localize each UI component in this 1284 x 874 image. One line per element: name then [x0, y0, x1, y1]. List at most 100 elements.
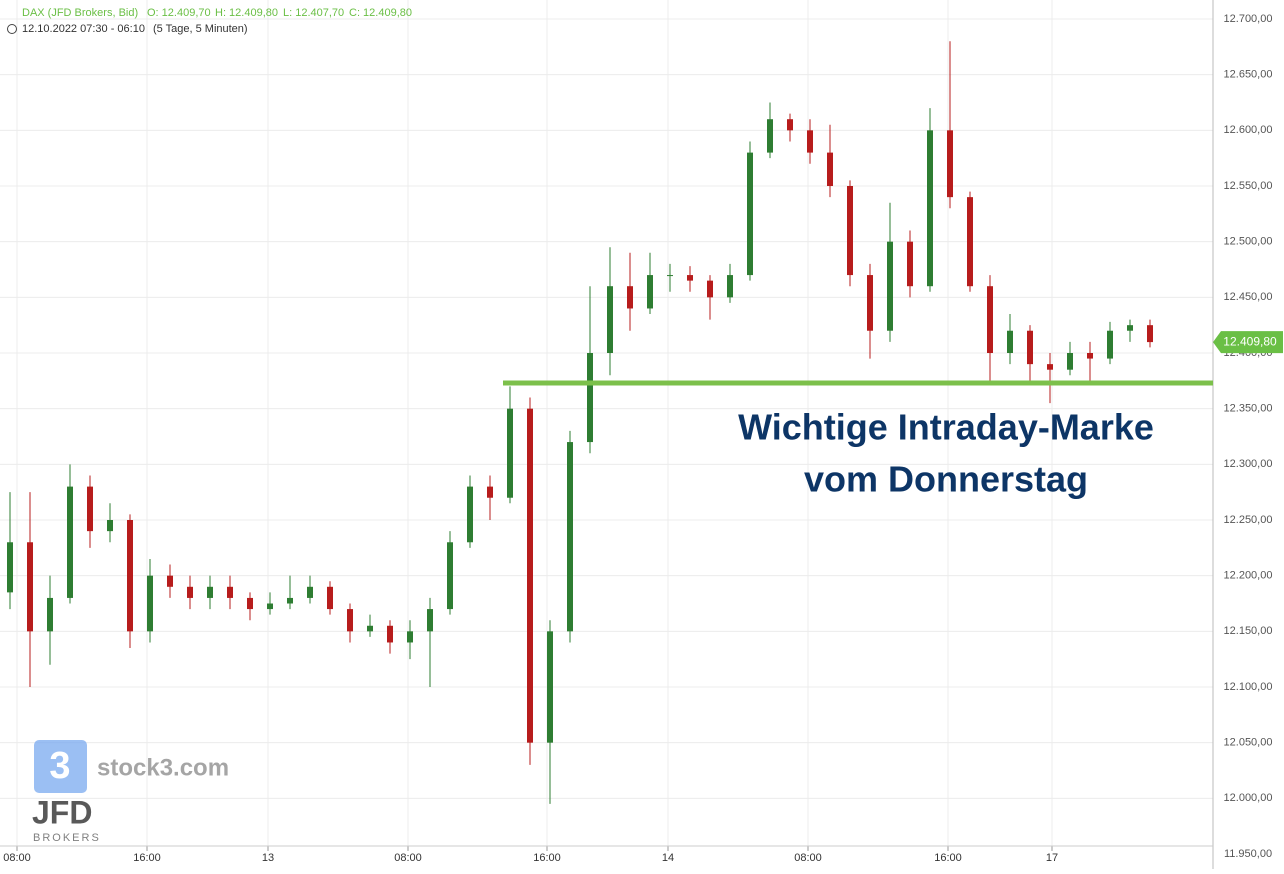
candle-body [1087, 353, 1093, 359]
x-tick-label: 16:00 [934, 852, 962, 864]
x-tick-label: 08:00 [394, 852, 422, 864]
candle-body [687, 275, 693, 281]
candle-body [927, 130, 933, 287]
candle-body [307, 586, 313, 598]
candle-body [167, 575, 173, 587]
last-price-label: 12.409,80 [1223, 334, 1277, 348]
candle-body [727, 275, 733, 298]
candle-body [67, 486, 73, 598]
y-tick-label: 12.200,00 [1224, 570, 1273, 582]
ohlc-high: H: 12.409,80 [215, 7, 278, 19]
x-tick-label: 16:00 [133, 852, 161, 864]
candle-body [487, 486, 493, 498]
candle-body [467, 486, 473, 543]
candle-body [607, 286, 613, 353]
candle-body [1027, 330, 1033, 365]
candle-body [807, 130, 813, 153]
candle-body [707, 280, 713, 298]
logo-glyph: 3 [49, 745, 70, 787]
candle-body [787, 119, 793, 131]
watermark-text: JFD [32, 794, 92, 830]
candle-body [327, 586, 333, 610]
x-tick-label: 17 [1046, 852, 1058, 864]
candle-body [407, 631, 413, 643]
x-tick-label: 16:00 [533, 852, 561, 864]
watermark-text: BROKERS [33, 832, 101, 844]
chart-title: DAX (JFD Brokers, Bid) [22, 7, 138, 19]
y-tick-label: 12.150,00 [1224, 625, 1273, 637]
stock3-logo [34, 740, 87, 793]
y-tick-label: 12.450,00 [1224, 291, 1273, 303]
candle-body [87, 486, 93, 532]
watermark-text: stock3.com [97, 754, 229, 781]
y-tick-label: 11.950,00 [1224, 848, 1272, 860]
candle-body [1107, 330, 1113, 359]
candle-body [947, 130, 953, 198]
candle-body [247, 597, 253, 610]
candle-body [507, 408, 513, 498]
annotation: vom Donnerstag [804, 459, 1088, 500]
candle-body [227, 586, 233, 598]
subtitle: 12.10.2022 07:30 - 06:10 [22, 23, 145, 35]
candle-body [267, 603, 273, 610]
candle-body [147, 575, 153, 632]
ohlc-close: C: 12.409,80 [349, 7, 412, 19]
candle-body [647, 275, 653, 309]
candle-body [47, 597, 53, 632]
period: (5 Tage, 5 Minuten) [153, 23, 248, 35]
candle-body [387, 625, 393, 643]
y-tick-label: 12.550,00 [1224, 180, 1273, 192]
header: DAX (JFD Brokers, Bid) O: 12.409,70 H: 1… [7, 7, 412, 35]
y-tick-label: 12.650,00 [1224, 69, 1273, 81]
candle-body [207, 586, 213, 598]
last-price-tag [1213, 331, 1283, 354]
candle-body [587, 353, 593, 443]
candle-body [127, 520, 133, 632]
y-tick-label: 12.250,00 [1224, 514, 1273, 526]
candle-body [867, 275, 873, 331]
candle-body [967, 197, 973, 287]
x-tick-label: 08:00 [794, 852, 822, 864]
candle-body [907, 241, 913, 287]
plot [0, 0, 1213, 846]
watermark: 3 stock3.com JFD BROKERS [32, 740, 229, 844]
x-tick-label: 14 [662, 852, 674, 864]
candle-body [627, 286, 633, 309]
candle-body [847, 186, 853, 276]
candle-body [107, 520, 113, 532]
y-tick-label: 12.350,00 [1224, 403, 1273, 415]
candle-body [827, 152, 833, 186]
candle-body [567, 442, 573, 632]
candle-body [287, 597, 293, 604]
candle-body [7, 542, 13, 593]
y-tick-label: 12.000,00 [1224, 792, 1273, 804]
y-tick-label: 12.100,00 [1224, 681, 1273, 693]
candle-body [427, 609, 433, 632]
candle-body [987, 286, 993, 353]
ohlc-low: L: 12.407,70 [283, 7, 344, 19]
candle-body [347, 609, 353, 632]
candle-body [1007, 330, 1013, 353]
x-tick-label: 13 [262, 852, 274, 864]
candle-body [447, 542, 453, 610]
candle-body [1047, 364, 1053, 370]
candle-body [887, 241, 893, 331]
y-tick-label: 12.700,00 [1224, 13, 1273, 25]
candle-body [767, 119, 773, 153]
x-tick-label: 08:00 [3, 852, 31, 864]
candle-body [1147, 325, 1153, 343]
candle-body [1067, 353, 1073, 370]
candle-body [667, 275, 673, 277]
y-tick-label: 12.050,00 [1224, 737, 1273, 749]
candle-body [1127, 325, 1133, 331]
y-tick-label: 12.500,00 [1224, 236, 1273, 248]
candle-body [367, 625, 373, 632]
ohlc-open: O: 12.409,70 [147, 7, 211, 19]
y-tick-label: 12.300,00 [1224, 458, 1273, 470]
candle-body [27, 542, 33, 632]
candle-body [747, 152, 753, 276]
candle-body [547, 631, 553, 743]
candle-body [527, 408, 533, 743]
candle-body [187, 586, 193, 598]
